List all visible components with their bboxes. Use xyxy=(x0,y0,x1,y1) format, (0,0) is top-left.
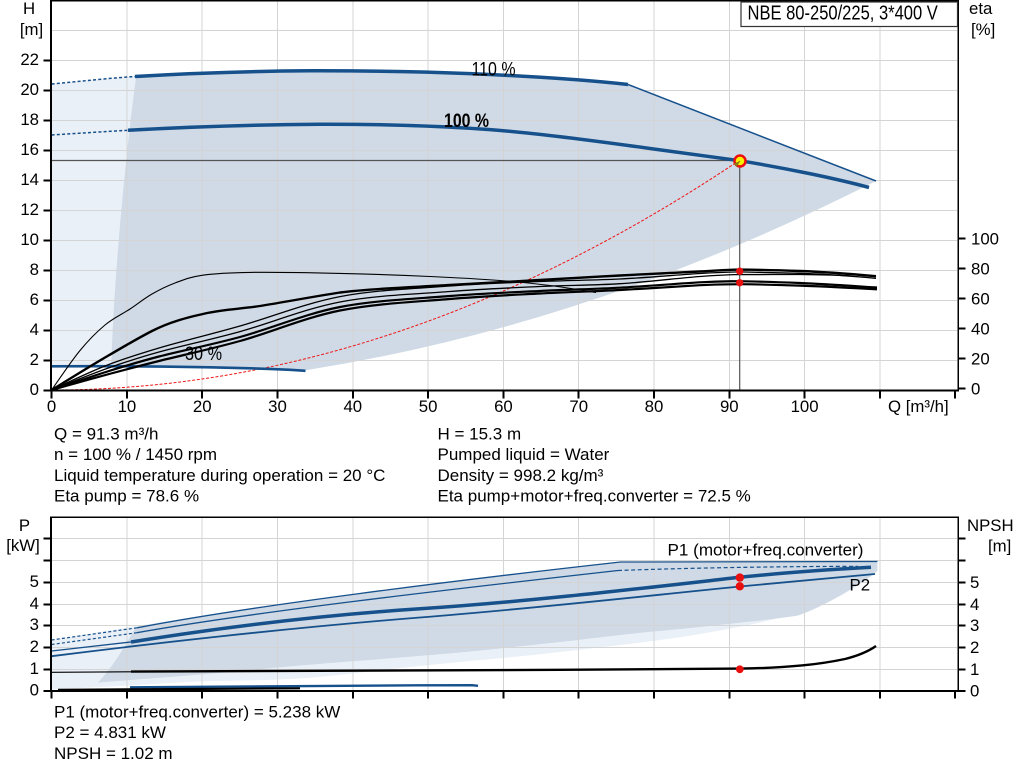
svg-text:100: 100 xyxy=(971,230,999,249)
svg-text:NPSH = 1.02 m: NPSH = 1.02 m xyxy=(54,744,173,763)
svg-text:80: 80 xyxy=(645,397,664,416)
svg-text:5: 5 xyxy=(970,573,979,592)
svg-text:100: 100 xyxy=(791,397,819,416)
svg-text:4: 4 xyxy=(30,320,39,339)
svg-text:Pumped liquid = Water: Pumped liquid = Water xyxy=(438,445,610,464)
svg-text:40: 40 xyxy=(343,397,362,416)
svg-text:50: 50 xyxy=(419,397,438,416)
svg-text:10: 10 xyxy=(20,230,39,249)
svg-text:20: 20 xyxy=(20,80,39,99)
svg-text:16: 16 xyxy=(20,140,39,159)
svg-text:Eta pump = 78.6 %: Eta pump = 78.6 % xyxy=(54,487,199,506)
svg-text:0: 0 xyxy=(970,681,979,700)
svg-text:1: 1 xyxy=(970,660,979,679)
svg-text:P1 (motor+freq.converter): P1 (motor+freq.converter) xyxy=(668,541,864,560)
svg-text:NPSH: NPSH xyxy=(967,516,1014,535)
svg-text:6: 6 xyxy=(30,290,39,309)
svg-text:Density = 998.2 kg/m³: Density = 998.2 kg/m³ xyxy=(438,466,604,485)
svg-text:H: H xyxy=(23,0,35,18)
svg-text:H = 15.3 m: H = 15.3 m xyxy=(438,424,522,443)
svg-text:12: 12 xyxy=(20,200,39,219)
svg-text:8: 8 xyxy=(30,260,39,279)
svg-text:eta: eta xyxy=(969,0,993,18)
svg-text:0: 0 xyxy=(47,397,56,416)
svg-text:40: 40 xyxy=(971,320,990,339)
svg-text:Q [m³/h]: Q [m³/h] xyxy=(888,397,949,416)
svg-text:[m]: [m] xyxy=(988,537,1011,556)
svg-text:10: 10 xyxy=(118,397,137,416)
svg-text:3: 3 xyxy=(30,615,39,634)
svg-text:14: 14 xyxy=(20,170,39,189)
svg-text:2: 2 xyxy=(970,638,979,657)
svg-text:60: 60 xyxy=(971,290,990,309)
svg-text:Eta pump+motor+freq.converter: Eta pump+motor+freq.converter = 72.5 % xyxy=(438,487,751,506)
svg-text:20: 20 xyxy=(971,350,990,369)
svg-text:90: 90 xyxy=(720,397,739,416)
svg-text:[kW]: [kW] xyxy=(6,536,40,555)
svg-text:30 %: 30 % xyxy=(185,344,222,365)
svg-text:[m]: [m] xyxy=(20,20,43,39)
svg-text:22: 22 xyxy=(20,50,39,69)
svg-text:P2 = 4.831 kW: P2 = 4.831 kW xyxy=(54,723,166,742)
svg-text:n = 100 % / 1450 rpm: n = 100 % / 1450 rpm xyxy=(54,445,217,464)
svg-text:1: 1 xyxy=(30,659,39,678)
svg-text:0: 0 xyxy=(30,680,39,699)
svg-text:P: P xyxy=(19,516,30,535)
svg-text:P2: P2 xyxy=(850,576,871,595)
svg-text:0: 0 xyxy=(30,380,39,399)
svg-text:2: 2 xyxy=(30,637,39,656)
svg-text:5: 5 xyxy=(30,572,39,591)
svg-text:110 %: 110 % xyxy=(472,60,516,81)
svg-text:0: 0 xyxy=(971,380,980,399)
svg-text:Q = 91.3 m³/h: Q = 91.3 m³/h xyxy=(54,424,158,443)
svg-text:100 %: 100 % xyxy=(444,111,489,132)
svg-text:60: 60 xyxy=(494,397,513,416)
svg-text:30: 30 xyxy=(268,397,287,416)
svg-text:[%]: [%] xyxy=(971,20,995,39)
svg-text:20: 20 xyxy=(193,397,212,416)
svg-text:70: 70 xyxy=(569,397,588,416)
svg-text:4: 4 xyxy=(30,594,39,613)
svg-text:NBE 80-250/225, 3*400 V: NBE 80-250/225, 3*400 V xyxy=(748,3,939,25)
svg-text:3: 3 xyxy=(970,616,979,635)
svg-text:80: 80 xyxy=(971,260,990,279)
svg-text:P1 (motor+freq.converter) = 5.: P1 (motor+freq.converter) = 5.238 kW xyxy=(54,702,340,721)
svg-text:Liquid temperature during oper: Liquid temperature during operation = 20… xyxy=(54,466,385,485)
svg-text:18: 18 xyxy=(20,110,39,129)
svg-text:2: 2 xyxy=(30,350,39,369)
svg-text:4: 4 xyxy=(970,595,979,614)
